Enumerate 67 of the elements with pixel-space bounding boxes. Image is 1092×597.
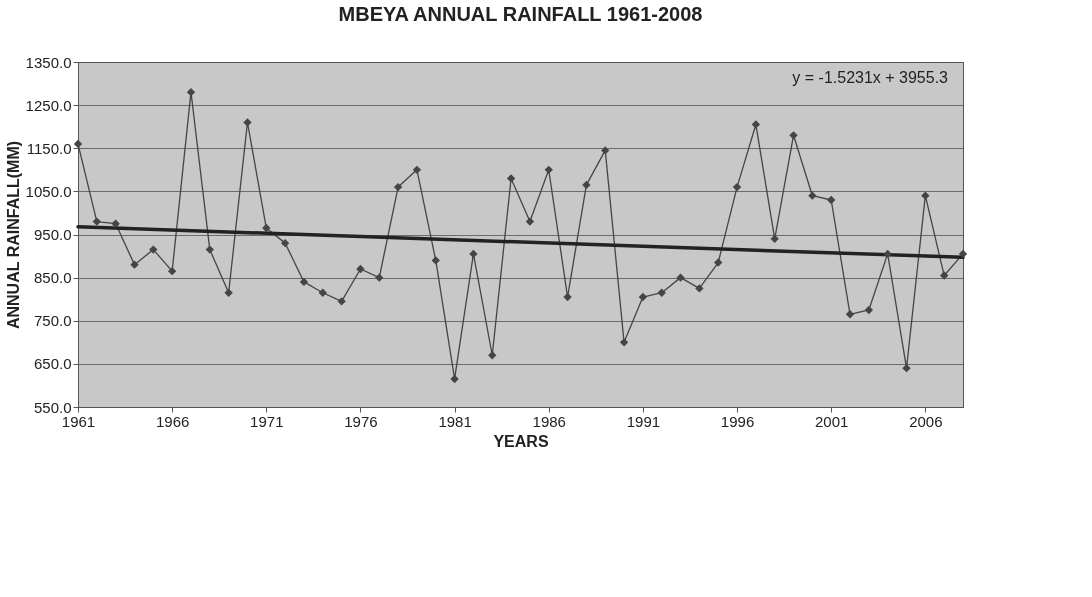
- point: [111, 219, 120, 228]
- point: [393, 182, 403, 192]
- point: [280, 238, 290, 248]
- point: [469, 249, 478, 259]
- chart-title: MBEYA ANNUAL RAINFALL 1961-2008: [338, 3, 703, 25]
- x-tick-label: 1991: [626, 412, 661, 430]
- point: [205, 245, 214, 254]
- point: [412, 165, 422, 174]
- point: [864, 305, 874, 315]
- point: [845, 310, 855, 319]
- point: [431, 256, 440, 265]
- point: [450, 374, 459, 384]
- y-tick-label: 1250.0: [25, 96, 72, 114]
- x-axis-title: YEARS: [493, 432, 549, 450]
- point: [827, 195, 836, 205]
- point: [544, 165, 553, 174]
- point: [488, 351, 497, 360]
- y-tick-label: 1150.0: [26, 139, 72, 157]
- point: [808, 191, 817, 200]
- x-tick-label: 2001: [815, 412, 849, 430]
- point: [506, 174, 516, 183]
- y-tick-label: 1050.0: [25, 182, 72, 200]
- point: [262, 223, 271, 233]
- point: [337, 297, 346, 306]
- y-tick-label: 950.0: [33, 226, 72, 243]
- point: [638, 292, 648, 302]
- y-tick-label: 750.0: [33, 312, 72, 330]
- point: [619, 338, 629, 347]
- annotation: y = -1.5231x + 3955.3: [792, 69, 949, 86]
- point: [958, 249, 968, 259]
- x-tick-label: 1971: [250, 412, 284, 430]
- point: [676, 273, 685, 282]
- y-tick-label: 850.0: [33, 269, 72, 287]
- point: [224, 288, 233, 297]
- y-tick-label: 1350.0: [25, 53, 72, 71]
- point: [902, 364, 911, 373]
- x-tick-label: 1981: [438, 412, 472, 430]
- point: [921, 191, 930, 200]
- x-tick-label: 1986: [532, 412, 566, 430]
- point: [695, 284, 704, 293]
- y-axis-title: ANNUAL RAINFALL(MM): [4, 140, 22, 330]
- point: [601, 146, 610, 155]
- point: [167, 266, 177, 276]
- point: [582, 180, 591, 190]
- point: [939, 271, 949, 280]
- point: [563, 292, 572, 302]
- x-tick-label: 1996: [720, 412, 755, 430]
- point: [92, 217, 102, 226]
- point: [186, 88, 196, 97]
- point: [789, 131, 798, 140]
- point: [299, 277, 309, 287]
- point: [732, 182, 742, 192]
- point: [375, 273, 384, 282]
- point: [149, 245, 158, 254]
- point: [657, 288, 666, 297]
- point: [243, 118, 252, 127]
- point: [356, 264, 365, 274]
- point: [751, 120, 761, 129]
- point: [318, 288, 327, 297]
- x-tick-label: 1976: [344, 412, 378, 430]
- y-tick-label: 650.0: [33, 355, 72, 373]
- x-tick-label: 1966: [155, 412, 190, 430]
- point: [525, 217, 535, 226]
- point: [130, 260, 139, 269]
- point: [714, 258, 723, 267]
- point: [883, 249, 892, 259]
- x-tick-label: 2006: [909, 412, 943, 430]
